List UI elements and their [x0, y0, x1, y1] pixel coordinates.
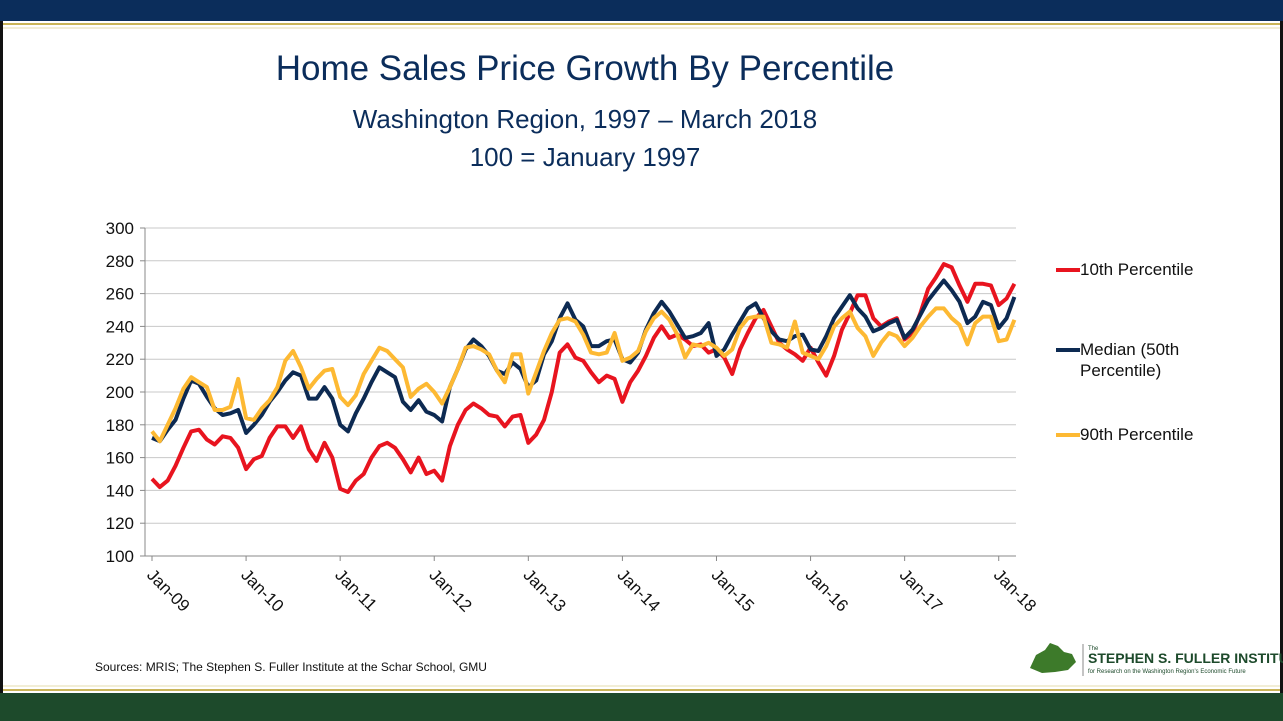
x-tick-label: Jan-12 — [425, 565, 475, 615]
y-tick-label: 260 — [106, 285, 134, 304]
legend-label: Median (50th Percentile) — [1080, 340, 1180, 380]
y-tick-label: 180 — [106, 416, 134, 435]
y-tick-label: 220 — [106, 350, 134, 369]
source-note: Sources: MRIS; The Stephen S. Fuller Ins… — [95, 660, 487, 674]
x-tick-label: Jan-11 — [331, 565, 380, 614]
y-tick-label: 140 — [106, 481, 134, 500]
y-tick-label: 240 — [106, 317, 134, 336]
legend-label: 10th Percentile — [1080, 260, 1194, 279]
left-border — [0, 21, 3, 693]
chart-subtitle: Washington Region, 1997 – March 2018 — [353, 104, 817, 134]
x-tick-label: Jan-09 — [143, 565, 193, 615]
x-tick-label: Jan-18 — [990, 565, 1040, 615]
bottom-band — [0, 693, 1283, 721]
chart-title: Home Sales Price Growth By Percentile — [276, 49, 895, 88]
logo-name: STEPHEN S. FULLER INSTITUTE — [1088, 650, 1283, 666]
top-band — [0, 0, 1283, 21]
logo-icon — [1030, 643, 1076, 673]
x-tick-label: Jan-16 — [802, 565, 852, 615]
logo-tagline: for Research on the Washington Region's … — [1088, 669, 1246, 675]
right-border — [1280, 21, 1283, 693]
y-tick-label: 100 — [106, 547, 134, 566]
y-tick-label: 280 — [106, 252, 134, 271]
x-tick-label: Jan-10 — [237, 565, 287, 615]
series-line — [150, 262, 1017, 494]
y-tick-label: 300 — [106, 219, 134, 238]
x-tick-label: Jan-13 — [519, 565, 569, 615]
series-line — [151, 278, 1017, 444]
series-line — [150, 306, 1017, 444]
x-tick-label: Jan-15 — [708, 565, 758, 615]
y-tick-label: 120 — [106, 514, 134, 533]
y-tick-label: 200 — [106, 383, 134, 402]
x-tick-label: Jan-14 — [614, 565, 664, 615]
y-tick-label: 160 — [106, 449, 134, 468]
legend-label: 90th Percentile — [1080, 425, 1194, 444]
x-tick-label: Jan-17 — [896, 565, 946, 615]
logo-small: The — [1088, 646, 1099, 652]
chart-subtitle: 100 = January 1997 — [470, 142, 701, 172]
